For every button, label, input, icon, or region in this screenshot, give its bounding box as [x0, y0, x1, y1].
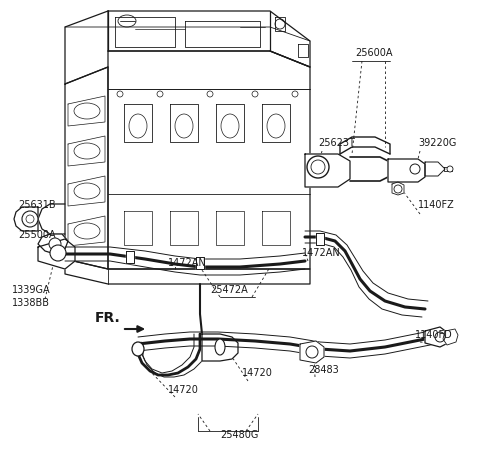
Circle shape: [50, 245, 66, 262]
Ellipse shape: [215, 339, 225, 355]
Text: 1140FD: 1140FD: [415, 329, 453, 339]
Ellipse shape: [132, 342, 144, 356]
Circle shape: [292, 92, 298, 98]
Circle shape: [207, 92, 213, 98]
Polygon shape: [443, 329, 458, 345]
Circle shape: [49, 238, 61, 250]
Text: 39220G: 39220G: [418, 138, 456, 148]
Text: 25623T: 25623T: [318, 138, 355, 148]
Text: 1339GA: 1339GA: [12, 284, 50, 294]
Polygon shape: [316, 233, 324, 245]
Circle shape: [157, 92, 163, 98]
Polygon shape: [202, 334, 238, 361]
Text: 28483: 28483: [308, 364, 339, 374]
Polygon shape: [444, 167, 452, 172]
Text: 1472AN: 1472AN: [168, 258, 207, 268]
Polygon shape: [305, 155, 350, 187]
Text: 1338BB: 1338BB: [12, 298, 50, 307]
Text: 25600A: 25600A: [355, 48, 393, 58]
Circle shape: [435, 332, 445, 342]
Circle shape: [410, 165, 420, 175]
Text: 14720: 14720: [168, 384, 199, 394]
Polygon shape: [300, 341, 324, 363]
Circle shape: [252, 92, 258, 98]
Polygon shape: [425, 327, 448, 347]
Circle shape: [306, 346, 318, 358]
Circle shape: [26, 216, 34, 223]
Circle shape: [447, 167, 453, 172]
Polygon shape: [38, 239, 75, 269]
Polygon shape: [425, 162, 445, 177]
Circle shape: [117, 92, 123, 98]
Polygon shape: [392, 182, 404, 196]
Text: 25472A: 25472A: [210, 284, 248, 294]
Text: FR.: FR.: [95, 310, 121, 324]
Circle shape: [22, 212, 38, 228]
Text: 25500A: 25500A: [18, 229, 56, 239]
Polygon shape: [38, 234, 68, 254]
Polygon shape: [14, 207, 38, 232]
Polygon shape: [126, 252, 134, 263]
Text: 25631B: 25631B: [18, 200, 56, 210]
Circle shape: [307, 157, 329, 179]
Circle shape: [394, 186, 402, 193]
Polygon shape: [388, 160, 425, 182]
Polygon shape: [196, 258, 204, 269]
Text: 14720: 14720: [242, 367, 273, 377]
Text: 1472AN: 1472AN: [302, 248, 341, 258]
Text: 25480G: 25480G: [220, 429, 258, 439]
Text: 1140FZ: 1140FZ: [418, 200, 455, 210]
